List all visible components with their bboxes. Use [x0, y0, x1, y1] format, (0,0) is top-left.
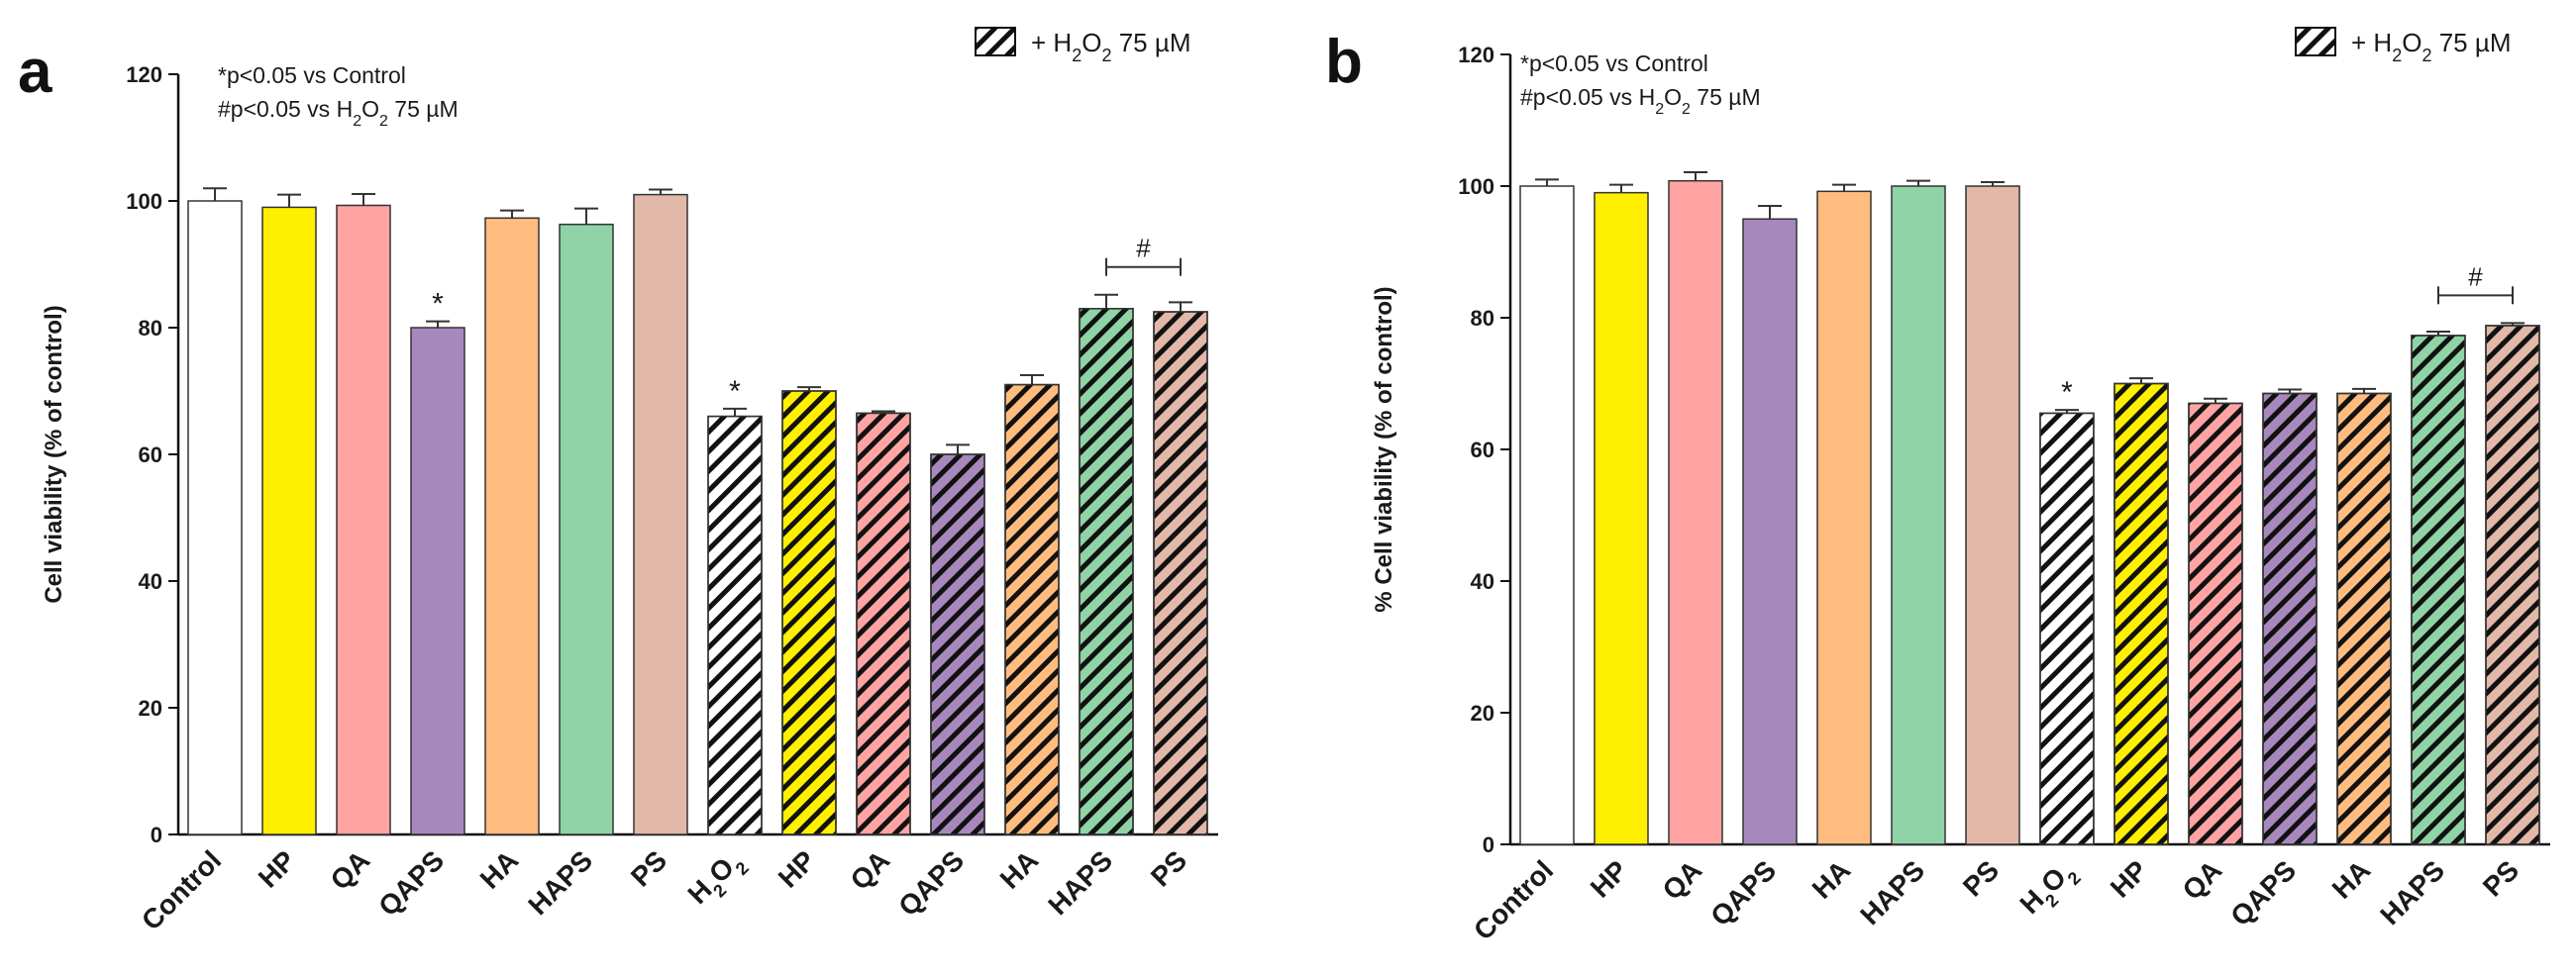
x-tick-label: Control [136, 844, 227, 935]
y-axis-label: Cell viability (% of control) [41, 305, 67, 603]
x-tick-label: QA [845, 844, 896, 896]
bar [559, 223, 614, 835]
y-tick-label: 40 [1471, 569, 1494, 594]
bar-hatch [1153, 311, 1208, 835]
x-tick-label: QAPS [2224, 854, 2302, 931]
x-tick-label: QAPS [892, 844, 970, 922]
bar-hatch [2113, 382, 2169, 845]
bar [1668, 179, 1723, 845]
y-tick-label: 120 [126, 62, 162, 87]
x-tick-label: HP [253, 844, 301, 893]
panel-b: b 0 20 40 60 80 100 120 % Cell viability (% of c… [1325, 27, 2550, 946]
x-tick-label: QA [1657, 854, 1708, 906]
bar-hatch [1079, 308, 1134, 835]
x-tick-label: QA [2177, 854, 2228, 906]
bar-hatch [856, 412, 911, 835]
panel-letter: a [18, 38, 52, 106]
x-tick-label: HP [773, 844, 821, 893]
bar [1891, 185, 1946, 845]
bar [336, 204, 391, 835]
bar-hatch [707, 415, 763, 835]
bar-hatch [2411, 335, 2466, 845]
bar [484, 217, 540, 835]
x-tick-label: H2O2 [2013, 854, 2084, 925]
x-tick-label: HP [2105, 854, 2153, 903]
significance-note-control: *p<0.05 vs Control [1520, 50, 1708, 76]
bar [1594, 191, 1649, 845]
x-tick-label: HAPS [1854, 854, 1930, 930]
x-tick-label: HAPS [1042, 844, 1118, 921]
significance-star: * [432, 288, 444, 321]
bar [1965, 185, 2020, 845]
bar-hatch [781, 390, 837, 835]
x-tick-label: HA [994, 844, 1045, 895]
legend-swatch-hatch [2295, 27, 2336, 56]
y-tick-label: 100 [126, 189, 162, 214]
legend-label: + H2O2 75 µM [2351, 28, 2511, 65]
x-tick-label: HA [2326, 854, 2377, 905]
bar [1519, 185, 1575, 845]
bar-hatch [930, 453, 985, 835]
y-tick-label: 60 [139, 442, 162, 467]
x-tick-label: QA [325, 844, 376, 896]
significance-hash: # [2468, 261, 2483, 291]
bar [1816, 190, 1872, 845]
x-tick-label: HA [1806, 854, 1857, 905]
bar-hatch [1004, 383, 1060, 835]
bar [633, 193, 688, 835]
bar [1742, 218, 1798, 845]
bar-hatch [2336, 392, 2392, 845]
y-axis-label: % Cell viability (% of control) [1371, 286, 1397, 612]
y-tick-label: 100 [1458, 174, 1494, 199]
panel-a: a 0 20 40 60 80 100 120 Cell viability (% of con… [18, 27, 1218, 936]
y-tick-label: 40 [139, 569, 162, 594]
y-tick-label: 20 [1471, 701, 1494, 726]
x-tick-label: HAPS [2374, 854, 2450, 930]
y-tick-label: 20 [139, 696, 162, 721]
significance-note-control: *p<0.05 vs Control [218, 62, 406, 88]
bar [410, 327, 465, 835]
x-tick-label: HA [474, 844, 525, 895]
significance-hash: # [1136, 234, 1151, 263]
x-tick-label: PS [1957, 854, 2005, 902]
y-tick-label: 0 [1483, 832, 1494, 857]
legend-label: + H2O2 75 µM [1031, 28, 1190, 65]
y-tick-label: 120 [1458, 43, 1494, 67]
significance-star: * [2061, 376, 2073, 409]
significance-note-h2o2: #p<0.05 vs H2O2 75 µM [1520, 84, 1761, 118]
bar-hatch [2188, 402, 2243, 845]
x-tick-label: PS [625, 844, 672, 892]
x-tick-label: H2O2 [681, 844, 752, 915]
x-tick-label: HAPS [522, 844, 598, 921]
legend-swatch-hatch [975, 27, 1016, 56]
bar [187, 200, 243, 835]
bar [261, 206, 317, 835]
significance-note-h2o2: #p<0.05 vs H2O2 75 µM [218, 96, 459, 130]
significance-star: * [729, 375, 741, 408]
bar-hatch [2485, 325, 2540, 845]
y-tick-label: 60 [1471, 438, 1494, 462]
panel-letter: b [1325, 28, 1363, 96]
x-tick-label: HP [1585, 854, 1633, 903]
x-tick-label: QAPS [372, 844, 450, 922]
bar-hatch [2262, 392, 2318, 845]
y-tick-label: 80 [1471, 306, 1494, 331]
x-tick-label: QAPS [1704, 854, 1782, 931]
x-tick-label: Control [1468, 854, 1559, 945]
x-tick-label: PS [1145, 844, 1192, 892]
y-tick-label: 0 [151, 823, 162, 847]
bar-hatch [2039, 412, 2095, 845]
y-tick-label: 80 [139, 316, 162, 341]
x-tick-label: PS [2477, 854, 2524, 902]
